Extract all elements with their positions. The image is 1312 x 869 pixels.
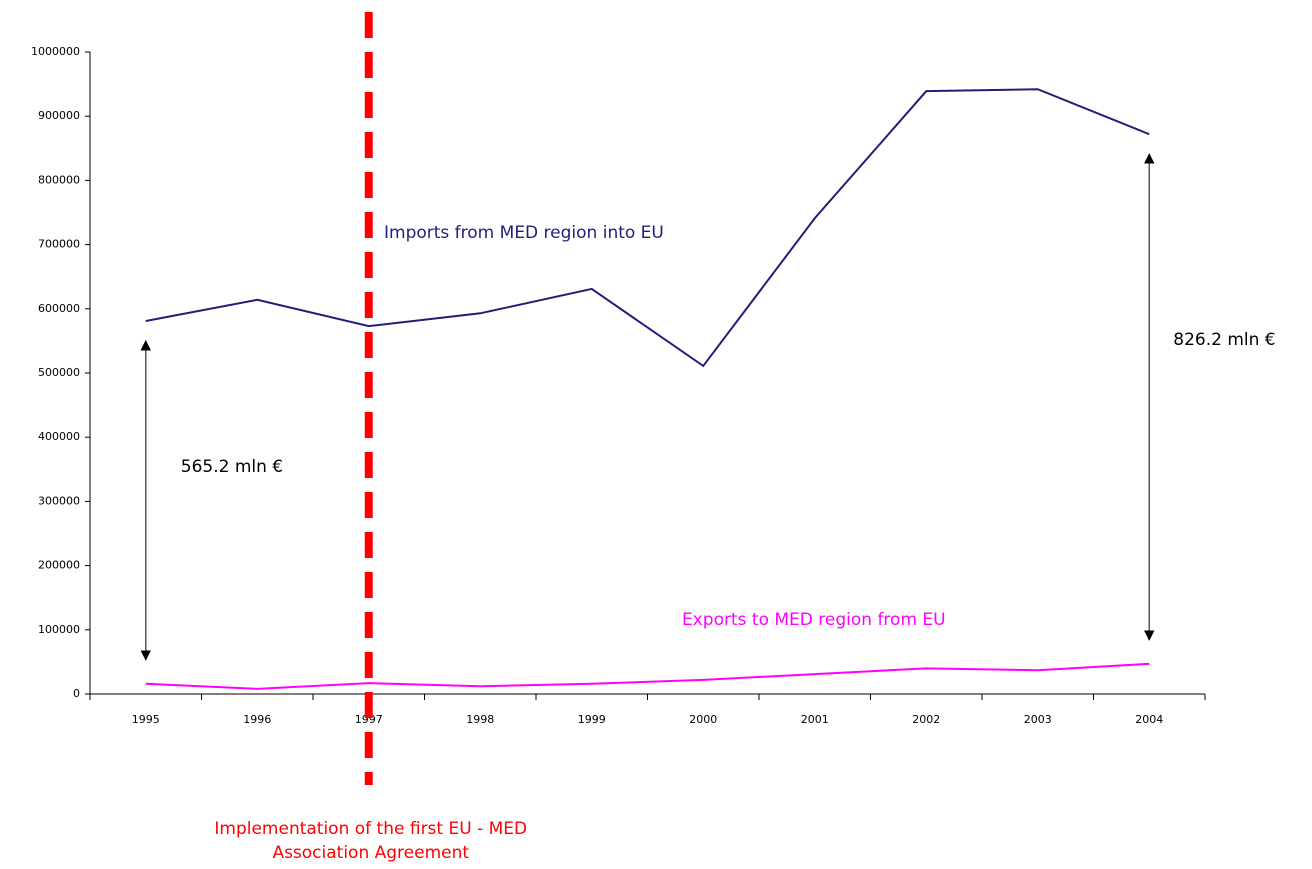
gap-label: 826.2 mln € [1173, 330, 1275, 350]
y-tick-label: 0 [73, 687, 80, 700]
reference-label: Implementation of the first EU - MED [214, 819, 527, 839]
series-label: Exports to MED region from EU [682, 610, 946, 630]
x-tick-label: 1998 [466, 713, 494, 726]
series-line [145, 662, 1150, 690]
y-tick-label: 500000 [38, 366, 80, 379]
series-line [145, 88, 1150, 368]
x-tick-label: 1997 [355, 713, 383, 726]
x-tick-label: 2003 [1024, 713, 1052, 726]
reference-label: Association Agreement [272, 843, 469, 863]
y-tick-label: 1000000 [31, 45, 80, 58]
x-tick-label: 2002 [912, 713, 940, 726]
y-tick-label: 600000 [38, 302, 80, 315]
y-tick-label: 100000 [38, 623, 80, 636]
y-tick-label: 200000 [38, 559, 80, 572]
series-label: Imports from MED region into EU [384, 223, 664, 243]
y-tick-label: 400000 [38, 430, 80, 443]
y-tick-label: 300000 [38, 494, 80, 507]
x-tick-label: 1995 [132, 713, 160, 726]
y-tick-label: 800000 [38, 173, 80, 186]
x-tick-label: 2000 [689, 713, 717, 726]
x-tick-label: 2004 [1135, 713, 1163, 726]
x-tick-label: 1996 [243, 713, 271, 726]
y-tick-label: 700000 [38, 238, 80, 251]
gap-label: 565.2 mln € [181, 457, 283, 477]
x-tick-label: 2001 [801, 713, 829, 726]
y-tick-label: 900000 [38, 109, 80, 122]
x-tick-label: 1999 [578, 713, 606, 726]
